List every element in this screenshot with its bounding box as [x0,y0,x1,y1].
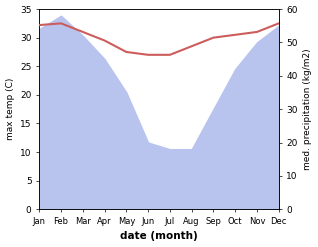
X-axis label: date (month): date (month) [120,231,198,242]
Y-axis label: med. precipitation (kg/m2): med. precipitation (kg/m2) [303,48,313,170]
Y-axis label: max temp (C): max temp (C) [5,78,15,140]
